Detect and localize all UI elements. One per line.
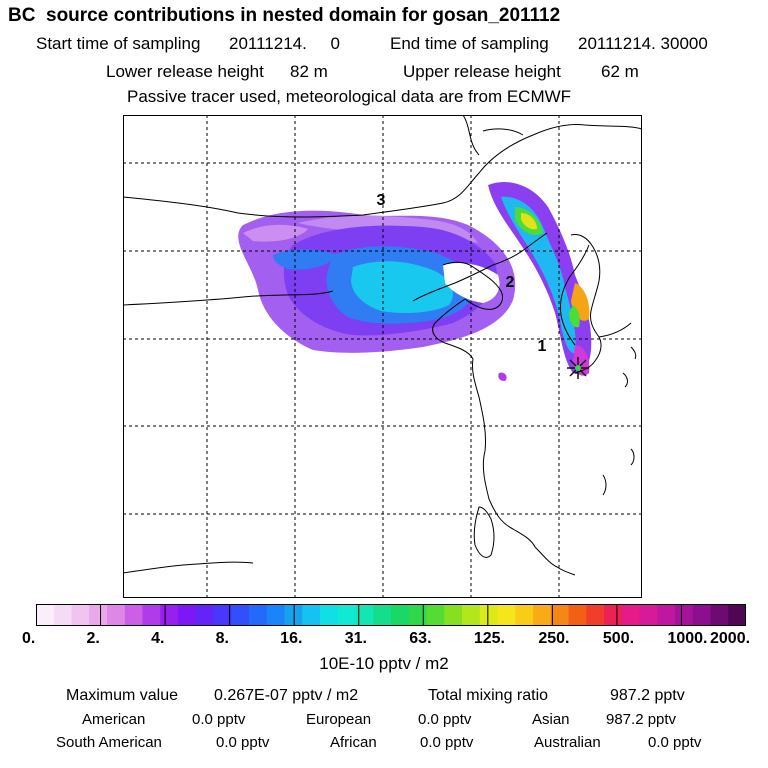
color-scale-cell <box>657 604 676 626</box>
concentration-plume <box>238 181 592 381</box>
start-time-label: Start time of sampling <box>36 34 201 53</box>
color-scale-cell <box>604 604 623 626</box>
region-american-value: 0.0 pptv <box>192 711 246 728</box>
region-european-label: European <box>306 711 372 728</box>
color-scale-cell <box>302 604 321 626</box>
color-scale-frame <box>36 604 746 626</box>
color-scale-tick-label: 2. <box>86 630 100 647</box>
color-scale-cell <box>107 604 126 626</box>
lower-release-value: 82 m <box>290 62 328 81</box>
color-scale-cell <box>391 604 410 626</box>
region-south-american-label: South American <box>56 734 162 751</box>
color-scale-cell <box>284 604 303 626</box>
upper-release-label: Upper release height <box>403 62 561 81</box>
upper-release-value: 62 m <box>601 62 639 81</box>
color-scale-cell <box>355 604 374 626</box>
color-scale-cell <box>178 604 197 626</box>
color-scale-tick-label: 500. <box>602 630 635 647</box>
color-scale-cell <box>53 604 73 626</box>
color-scale-cell <box>266 604 286 626</box>
region-asian-value: 987.2 pptv <box>606 711 677 728</box>
color-scale-cell <box>337 604 357 626</box>
color-scale-tick-label: 125. <box>473 630 505 647</box>
color-scale-tick-label: 2000. <box>710 630 751 647</box>
region-american-label: American <box>82 711 146 728</box>
color-scale-cell <box>408 604 428 626</box>
end-time-value: 20111214. 30000 <box>578 34 708 53</box>
color-scale-tick-label: 1000. <box>667 630 708 647</box>
color-scale-cell <box>71 604 90 626</box>
tracer-note: Passive tracer used, meteorological data… <box>127 87 572 106</box>
color-scale-cell <box>320 604 339 626</box>
region-european-value: 0.0 pptv <box>418 711 472 728</box>
color-scale-tick-label: 8. <box>215 630 229 647</box>
color-scale-cell <box>89 604 108 626</box>
color-scale-cell <box>692 604 712 626</box>
color-scale-cell <box>515 604 534 626</box>
color-scale-cell <box>195 604 215 626</box>
color-scale-cell <box>550 604 570 626</box>
region-african-label: African <box>330 734 377 751</box>
start-time-value: 20111214. 0 <box>229 34 340 53</box>
color-scale-cell <box>142 604 161 626</box>
region-australian-label: Australian <box>534 734 601 751</box>
region-south-american-value: 0.0 pptv <box>216 734 270 751</box>
color-scale-cell <box>426 604 445 626</box>
color-scale-cell <box>231 604 250 626</box>
color-scale-tick-label: 250. <box>538 630 570 647</box>
units-label: 10E-10 pptv / m2 <box>319 654 449 673</box>
max-value-label: Maximum value <box>66 687 179 704</box>
color-scale-cell <box>373 604 392 626</box>
color-scale-cell <box>586 604 605 626</box>
color-scale-tick-label: 16. <box>280 630 303 647</box>
color-scale-tick-label: 0. <box>22 630 36 647</box>
map-label-3: 3 <box>377 192 386 209</box>
map-label-1: 1 <box>538 338 547 355</box>
color-scale-cell <box>124 604 144 626</box>
region-australian-value: 0.0 pptv <box>648 734 702 751</box>
total-mixing-label: Total mixing ratio <box>428 687 549 704</box>
color-scale-cell <box>160 604 179 626</box>
lat-lon-grid <box>123 115 642 598</box>
color-scale-cell <box>462 604 481 626</box>
receptor-star-icon <box>567 357 589 379</box>
color-scale-cell <box>444 604 463 626</box>
figure-title: BC source contributions in nested domain… <box>8 5 561 26</box>
color-scale-cell <box>36 604 55 626</box>
region-african-value: 0.0 pptv <box>420 734 474 751</box>
color-scale-tick-label: 63. <box>409 630 432 647</box>
max-value: 0.267E-07 pptv / m2 <box>214 687 359 704</box>
color-scale-cell <box>213 604 232 626</box>
color-scale-cell <box>568 604 587 626</box>
color-scale-cell <box>497 604 516 626</box>
region-asian-label: Asian <box>532 711 570 728</box>
lower-release-label: Lower release height <box>106 62 264 81</box>
map-label-2: 2 <box>506 274 515 291</box>
coastlines <box>123 115 642 576</box>
color-scale-cell <box>675 604 694 626</box>
color-scale-tick-label: 31. <box>344 630 367 647</box>
color-scale-cell <box>621 604 641 626</box>
color-scale-cell <box>249 604 268 626</box>
color-scale-bar <box>36 604 746 626</box>
color-scale-cell <box>533 604 552 626</box>
color-scale-cell <box>479 604 499 626</box>
map-frame <box>123 115 642 598</box>
color-scale-tick-label: 4. <box>151 630 165 647</box>
end-time-label: End time of sampling <box>390 34 549 53</box>
contribution-map: 3 2 1 <box>123 115 642 598</box>
color-scale-cell <box>710 604 729 626</box>
color-scale-cell <box>639 604 658 626</box>
total-mixing-value: 987.2 pptv <box>610 687 685 704</box>
color-scale-cell <box>728 604 746 626</box>
